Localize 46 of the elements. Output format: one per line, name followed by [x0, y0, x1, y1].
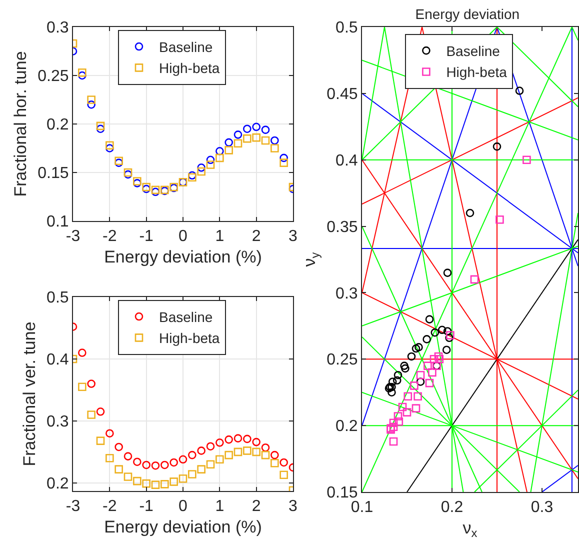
x-tick-label: -1 [139, 498, 154, 516]
y-tick-label: 0.3 [336, 285, 358, 302]
y-tick-label: 0.45 [326, 86, 358, 104]
x-tick-label: -2 [102, 498, 117, 516]
x-tick-label: -3 [66, 228, 80, 246]
legend-label: High-beta [159, 330, 220, 346]
y-tick-label: 0.1 [46, 214, 69, 231]
y-tick-label: 0.4 [46, 352, 69, 369]
y-tick-label: 0.15 [326, 484, 358, 502]
x-tick-label: 3 [288, 498, 298, 516]
x-axis-title: Energy deviation (%) [104, 518, 262, 537]
legend-label: Baseline [159, 38, 213, 55]
x-tick-label: 0.1 [350, 499, 374, 516]
y-tick-label: 0.3 [46, 20, 69, 37]
x-axis-title: ν$_{x}$ [462, 518, 478, 540]
y-tick-label: 0.3 [46, 414, 69, 431]
y-tick-label: 0.5 [46, 290, 69, 307]
y-axis-title: Fractional ver. tune [20, 322, 40, 466]
x-axis-title: Energy deviation (%) [104, 248, 262, 267]
legend-label: High-beta [446, 64, 508, 80]
x-tick-label: 0.2 [440, 499, 464, 516]
x-tick-label: 3 [288, 228, 298, 246]
x-tick-label: 0 [178, 228, 188, 246]
legend-label: High-beta [159, 60, 220, 76]
x-tick-label: 1 [215, 228, 224, 246]
y-tick-label: 0.2 [336, 418, 358, 436]
legend-label: Baseline [159, 308, 213, 325]
y-axis-title: Fractional hor. tune [11, 51, 30, 197]
x-tick-label: 2 [252, 228, 261, 246]
y-tick-label: 0.35 [326, 218, 358, 236]
x-tick-label: 1 [215, 498, 224, 516]
y-tick-label: 0.15 [38, 165, 69, 182]
x-tick-label: 0.3 [530, 499, 554, 516]
y-tick-label: 0.25 [326, 352, 358, 369]
x-tick-label: -1 [139, 228, 154, 246]
legend-label: Baseline [446, 43, 500, 60]
y-tick-label: 0.2 [46, 476, 69, 493]
x-tick-label: 2 [252, 498, 261, 516]
chart-title: Energy deviation [415, 6, 520, 22]
x-tick-label: -3 [66, 498, 80, 516]
y-tick-label: 0.4 [336, 152, 358, 170]
x-tick-label: 0 [178, 498, 188, 516]
y-tick-label: 0.2 [46, 116, 69, 134]
x-tick-label: -2 [102, 228, 117, 246]
y-tick-label: 0.25 [38, 68, 69, 86]
y-tick-label: 0.5 [336, 20, 358, 37]
